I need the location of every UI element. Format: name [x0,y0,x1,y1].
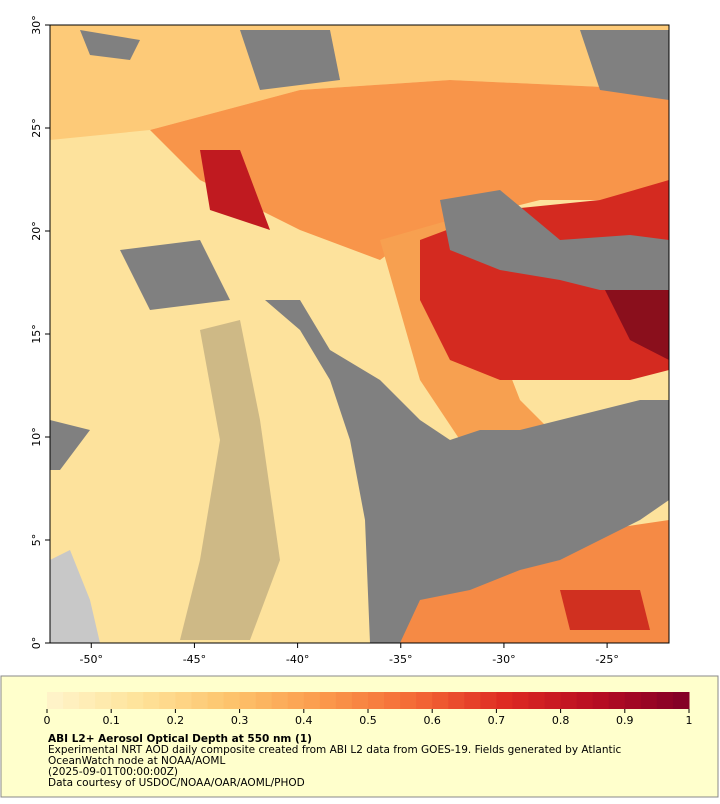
aod-region [50,25,669,140]
caption-time: (2025-09-01T00:00:00Z) [48,766,178,778]
colorbar-swatch [351,692,369,709]
colorbar-swatch [656,692,674,709]
no-data [580,30,669,100]
colorbar-swatch [207,692,225,709]
colorbar-swatch [319,692,337,709]
colorbar-swatch [464,692,481,709]
colorbar-swatch [672,692,690,709]
colorbar-tick-label: 0.2 [167,714,185,727]
no-data [80,30,140,60]
colorbar-tick-label: 0.1 [102,714,120,727]
colorbar-swatch [560,692,578,709]
y-tick-label: 15° [30,324,43,344]
colorbar-tick-label: 0.6 [423,714,441,727]
y-tick-label: 30° [30,15,43,35]
aod-region [150,80,669,260]
caption-text: OceanWatch node at NOAA/AOML [48,755,225,767]
colorbar-tick-label: 0.8 [552,714,570,727]
axes: -50° -45° -40° -35° -30° -25° 0° 5° 10° 15° 20° 25°… [30,15,619,666]
aod-region [560,590,650,630]
x-tick-label: -45° [183,653,206,666]
no-data [120,240,230,310]
x-tick-label: -50° [80,653,103,666]
y-tick-label: 5° [30,534,43,547]
colorbar-swatch [79,692,96,709]
colorbar-swatch [512,692,529,709]
y-tick-label: 0° [30,637,43,650]
colorbar-swatch [432,692,449,709]
colorbar-swatch [544,692,562,709]
colorbar-swatch [239,692,257,709]
colorbar-swatch [335,692,353,709]
y-tick-label: 10° [30,427,43,447]
map-image [50,25,669,643]
y-tick-label: 25° [30,118,43,138]
land [50,550,100,643]
aod-region [200,150,270,230]
colorbar-swatch [592,692,610,709]
colorbar-swatch [255,692,273,709]
colorbar-tick-label: 0.5 [359,714,377,727]
colorbar-swatch [159,692,176,709]
colorbar-swatch [63,692,80,709]
no-data [240,30,340,90]
colorbar-swatch [111,692,128,709]
colorbar-tick-label: 0.9 [616,714,634,727]
caption-title: ABI L2+ Aerosol Optical Depth at 550 nm … [48,733,312,745]
colorbar-swatch [416,692,433,709]
colorbar-swatch [608,692,626,709]
colorbar-swatch [368,692,385,709]
colorbar-swatch [191,692,208,709]
colorbar-swatch [303,692,321,709]
no-data [440,190,669,290]
no-data [50,420,90,470]
no-data [180,320,280,640]
colorbar-swatch [624,692,642,709]
colorbar-tick-label: 1 [686,714,693,727]
colorbar: 0 0.1 0.2 0.3 0.4 0.5 0.6 0.7 0.8 0.9 1 [44,692,693,727]
x-tick-label: -35° [389,653,412,666]
colorbar-swatch [448,692,465,709]
colorbar-tick-label: 0.4 [295,714,313,727]
colorbar-swatch [287,692,305,709]
y-tick-label: 20° [30,221,43,241]
colorbar-tick-label: 0.3 [231,714,249,727]
colorbar-swatch [640,692,658,709]
no-data [265,300,669,643]
colorbar-swatch [400,692,417,709]
x-tick-label: -40° [286,653,309,666]
colorbar-swatch [175,692,192,709]
colorbar-swatch [576,692,594,709]
x-tick-label: -30° [492,653,515,666]
colorbar-swatch [95,692,112,709]
colorbar-swatch [223,692,241,709]
colorbar-swatch [496,692,513,709]
x-tick-label: -25° [595,653,618,666]
colorbar-swatch [480,692,497,709]
caption-credit: Data courtesy of USDOC/NOAA/OAR/AOML/PHO… [48,777,305,789]
colorbar-swatch [384,692,401,709]
colorbar-swatch [47,692,64,709]
caption-text: Experimental NRT AOD daily composite cre… [48,744,622,756]
colorbar-swatch [127,692,144,709]
colorbar-tick-label: 0.7 [488,714,506,727]
colorbar-swatch [143,692,160,709]
colorbar-swatch [528,692,546,709]
colorbar-swatch [271,692,289,709]
colorbar-tick-label: 0 [44,714,51,727]
